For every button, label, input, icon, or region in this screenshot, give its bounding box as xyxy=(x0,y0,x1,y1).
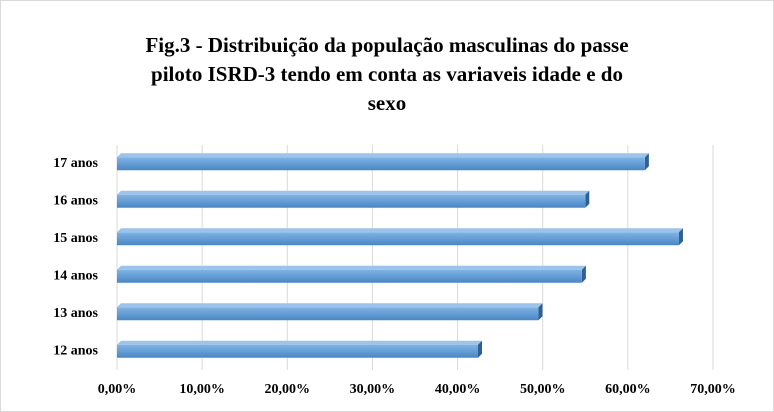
chart-title: piloto ISRD-3 tendo em conta as variavei… xyxy=(151,62,623,86)
x-tick-label: 10,00% xyxy=(179,382,225,397)
y-tick-label: 13 anos xyxy=(53,306,98,321)
x-tick-label: 60,00% xyxy=(605,382,651,397)
bar-depth xyxy=(644,153,649,171)
bar-depth xyxy=(117,303,543,308)
bar-depth xyxy=(117,228,683,233)
bar xyxy=(117,344,479,358)
bar-depth xyxy=(478,340,483,358)
x-tick-label: 40,00% xyxy=(435,382,481,397)
x-tick-label: 0,00% xyxy=(98,382,137,397)
x-tick-label: 50,00% xyxy=(520,382,566,397)
x-tick-label: 70,00% xyxy=(690,382,736,397)
bar-depth xyxy=(585,190,590,208)
bar-depth xyxy=(117,340,483,345)
y-tick-label: 15 anos xyxy=(53,231,98,246)
bar-depth xyxy=(117,153,649,158)
chart-title: sexo xyxy=(368,91,407,115)
y-tick-label: 16 anos xyxy=(53,193,98,208)
bar xyxy=(117,157,645,171)
y-tick-label: 12 anos xyxy=(53,343,98,358)
bar-depth xyxy=(581,265,586,283)
bar-depth xyxy=(538,303,543,321)
y-tick-label: 17 anos xyxy=(53,156,98,171)
chart-title: Fig.3 - Distribuição da população mascul… xyxy=(145,33,628,57)
bar xyxy=(117,307,539,321)
y-tick-label: 14 anos xyxy=(53,268,98,283)
x-tick-label: 20,00% xyxy=(265,382,311,397)
bar-depth xyxy=(117,265,586,270)
bar xyxy=(117,194,586,208)
bar xyxy=(117,232,679,246)
bar-depth xyxy=(117,190,590,195)
bar xyxy=(117,269,582,283)
bar-depth xyxy=(678,228,683,246)
x-tick-label: 30,00% xyxy=(350,382,396,397)
